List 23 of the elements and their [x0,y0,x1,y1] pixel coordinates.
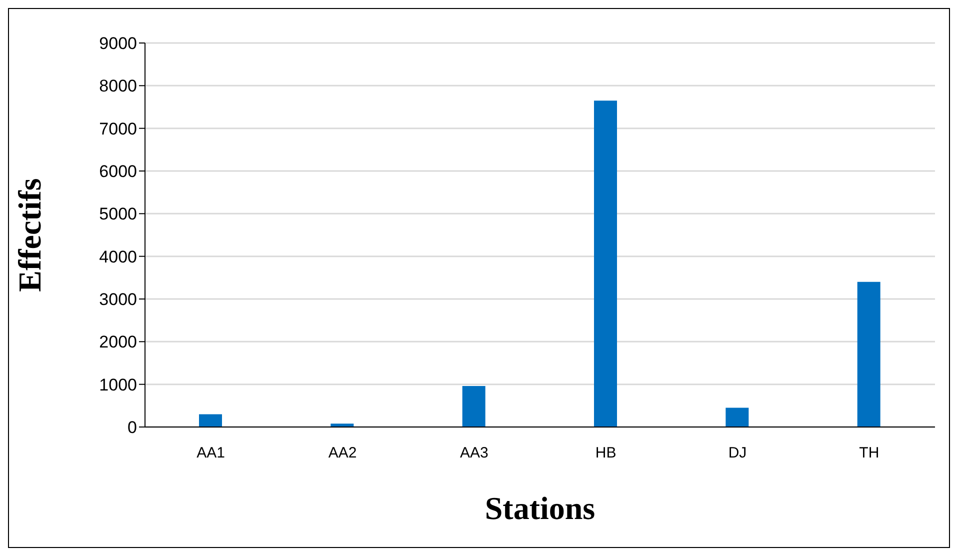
y-axis-title: Effectifs [11,178,48,292]
y-tick-label: 7000 [99,119,137,138]
x-tick-label: TH [859,444,880,462]
x-axis-title: Stations [484,490,596,526]
bar [462,386,486,427]
y-tick-label: 9000 [99,34,137,54]
bar [857,282,880,427]
y-tick-label: 4000 [99,247,137,266]
y-tick-label: 5000 [99,204,137,224]
bar [594,100,617,427]
bar [726,408,749,427]
x-tick-label: DJ [728,444,747,462]
y-tick-label: 6000 [99,162,137,182]
x-tick-label: AA2 [328,444,357,462]
y-tick-label: 0 [128,418,137,438]
y-tick-label: 1000 [99,375,137,394]
bar [199,414,222,427]
y-tick-label: 8000 [99,76,137,96]
y-tick-label: 2000 [99,332,137,352]
x-tick-label: HB [595,444,616,462]
x-tick-label: AA3 [460,444,488,462]
x-tick-label: AA1 [196,444,226,462]
y-tick-label: 3000 [99,290,137,310]
